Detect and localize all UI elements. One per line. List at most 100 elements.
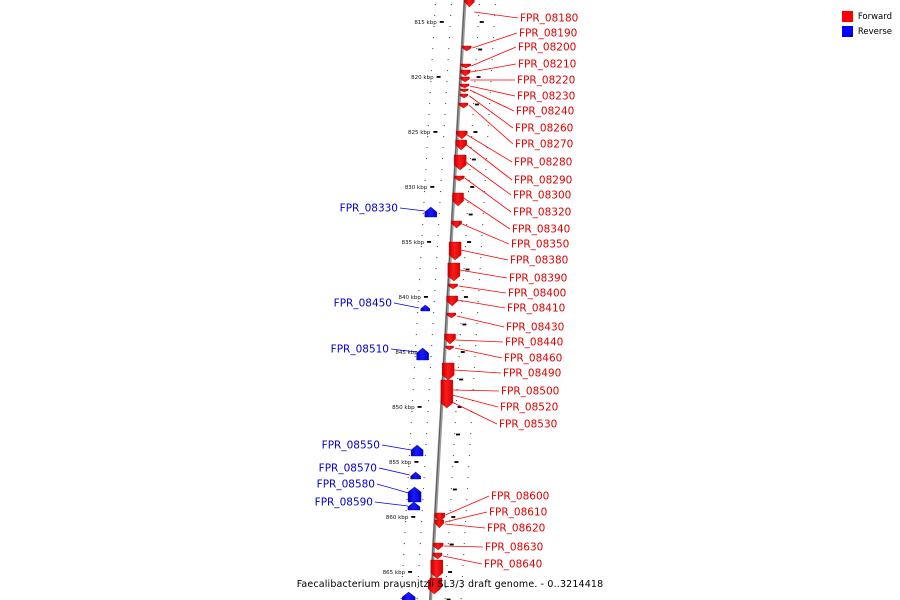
forward-leader-line xyxy=(467,134,513,163)
track-dot xyxy=(464,257,466,259)
forward-gene-label: FPR_08630 xyxy=(485,542,543,554)
reverse-gene-label: FPR_08590 xyxy=(315,497,373,509)
forward-leader-line xyxy=(453,369,502,374)
reverse-gene-feature xyxy=(410,444,424,457)
track-dot xyxy=(466,488,469,490)
minor-tick-mark xyxy=(457,406,462,408)
track-dot xyxy=(426,147,428,149)
forward-gene-feature xyxy=(432,542,444,551)
gene-features-layer xyxy=(401,0,475,600)
track-dot xyxy=(441,158,444,160)
forward-gene-label: FPR_08200 xyxy=(518,42,576,54)
track-dot xyxy=(487,136,489,138)
forward-gene-label: FPR_08290 xyxy=(514,175,572,187)
forward-gene-feature xyxy=(446,312,457,319)
track-dot xyxy=(419,543,421,545)
forward-leader-line xyxy=(472,32,518,49)
legend-item-reverse: Reverse xyxy=(841,24,892,39)
track-dot xyxy=(475,59,477,61)
track-dot xyxy=(459,334,461,336)
track-dot xyxy=(471,136,473,138)
forward-swatch-icon xyxy=(841,11,853,22)
track-dot xyxy=(410,422,412,424)
track-dot xyxy=(465,521,467,523)
track-dot xyxy=(461,576,463,578)
track-dot xyxy=(448,37,450,39)
forward-gene-feature xyxy=(434,512,445,523)
track-dot xyxy=(422,213,424,215)
scale-tick-mark xyxy=(408,571,413,573)
legend-reverse-label: Reverse xyxy=(857,26,892,37)
forward-gene-label: FPR_08440 xyxy=(505,337,563,349)
track-dot xyxy=(440,180,442,182)
scale-tick-label: 820 kbp xyxy=(411,75,434,81)
minor-tick-mark xyxy=(448,571,453,573)
scale-tick-label: 840 kbp xyxy=(399,295,422,301)
track-dot xyxy=(443,136,445,138)
track-dot xyxy=(477,26,479,28)
track-dot xyxy=(415,334,417,336)
track-dot xyxy=(470,422,472,424)
forward-gene-label: FPR_08530 xyxy=(499,419,557,431)
track-dot xyxy=(443,125,445,127)
track-dot xyxy=(468,180,470,182)
track-dot xyxy=(482,213,484,215)
track-dot xyxy=(494,15,496,17)
track-dot xyxy=(403,554,405,556)
track-dot xyxy=(484,180,486,182)
forward-gene-feature xyxy=(464,0,475,8)
track-dot xyxy=(427,411,429,413)
track-dot xyxy=(449,26,451,28)
scale-tick-label: 865 kbp xyxy=(383,570,406,576)
track-dot xyxy=(421,510,423,512)
scale-tick-mark xyxy=(423,296,428,298)
track-dot xyxy=(420,532,422,534)
track-dot xyxy=(429,92,431,94)
forward-gene-feature xyxy=(452,192,464,207)
track-dot xyxy=(492,37,494,39)
track-dot xyxy=(432,323,434,325)
track-dot xyxy=(422,224,424,226)
forward-gene-feature xyxy=(448,241,462,261)
track-dot xyxy=(449,521,451,523)
track-dot xyxy=(458,356,460,358)
track-dot xyxy=(468,455,470,457)
reverse-gene-feature xyxy=(424,206,438,218)
reverse-gene-label: FPR_08330 xyxy=(340,203,398,215)
reverse-gene-label: FPR_08450 xyxy=(334,298,392,310)
forward-gene-label: FPR_08380 xyxy=(510,255,568,267)
forward-leader-line xyxy=(454,347,503,359)
track-dot xyxy=(453,444,455,446)
scale-tick-mark xyxy=(414,461,419,463)
forward-gene-label: FPR_08320 xyxy=(513,207,571,219)
reverse-leader-line xyxy=(378,467,410,476)
forward-gene-label: FPR_08490 xyxy=(503,368,561,380)
track-dot xyxy=(406,488,409,490)
reverse-gene-feature xyxy=(407,501,421,511)
track-dot xyxy=(466,213,468,215)
track-dot xyxy=(447,554,449,556)
forward-leader-line xyxy=(470,63,517,73)
scale-tick-label: 830 kbp xyxy=(405,185,428,191)
track-dot xyxy=(472,389,474,391)
track-dot xyxy=(452,455,454,457)
forward-gene-label: FPR_08240 xyxy=(516,106,574,118)
reverse-gene-feature xyxy=(416,347,429,361)
track-dot xyxy=(404,532,406,534)
track-dot xyxy=(408,455,410,457)
scale-tick-mark xyxy=(430,186,435,188)
scale-tick-mark xyxy=(436,76,441,78)
track-dot xyxy=(405,510,407,512)
forward-gene-label: FPR_08600 xyxy=(491,491,549,503)
track-dot xyxy=(486,147,488,149)
forward-leader-line xyxy=(465,161,512,196)
track-dot xyxy=(474,81,476,83)
track-dot xyxy=(434,4,436,6)
track-dot xyxy=(478,15,480,17)
forward-gene-feature xyxy=(441,362,455,381)
forward-gene-feature xyxy=(444,333,456,345)
track-dot xyxy=(421,521,423,523)
track-dot xyxy=(417,312,419,314)
track-dot xyxy=(437,235,439,237)
forward-leader-line xyxy=(471,46,517,67)
